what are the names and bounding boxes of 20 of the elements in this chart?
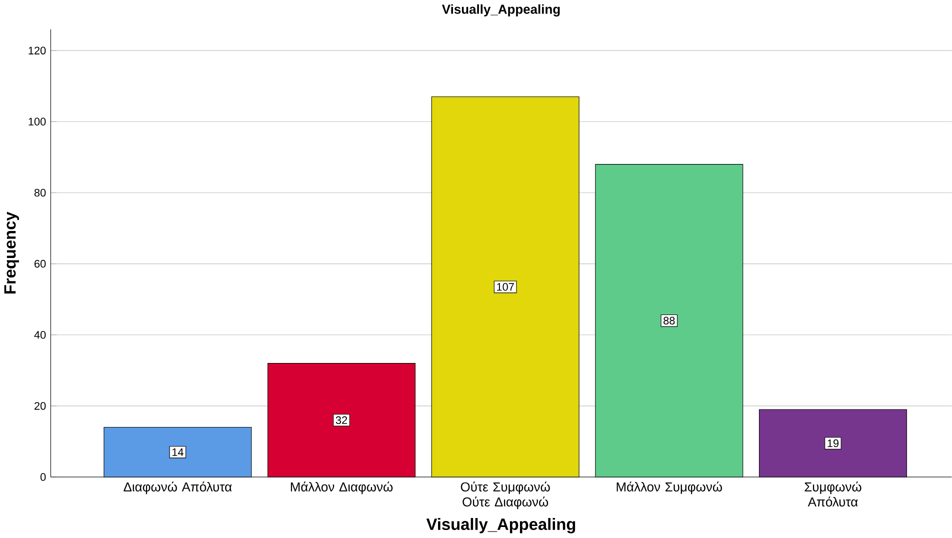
y-tick-label: 40 — [34, 331, 46, 339]
y-tick-label: 100 — [28, 118, 46, 126]
y-axis-title: Frequency — [4, 212, 20, 294]
data-label: 88 — [664, 316, 675, 325]
chart-title: Visually_Appealing — [442, 4, 560, 17]
x-tick-label: Διαφωνώ Απόλυτα — [124, 482, 232, 494]
data-label: 14 — [172, 448, 184, 456]
x-axis-title: Visually_Appealing — [426, 518, 576, 534]
data-label: 19 — [828, 440, 839, 448]
x-tick-label: Μάλλον Διαφωνώ — [290, 482, 393, 494]
data-label: 32 — [336, 416, 348, 424]
y-tick-label: 120 — [28, 46, 46, 55]
data-label: 107 — [497, 283, 514, 291]
x-tick-label: Συμφωνώ Απόλυτα — [804, 482, 862, 507]
x-tick-label: Μάλλον Συμφωνώ — [616, 482, 722, 494]
y-tick-label: 0 — [40, 473, 46, 482]
x-tick-label: Ούτε Συμφωνώ Ούτε Διαφωνώ — [460, 482, 550, 510]
y-tick-label: 60 — [34, 260, 46, 268]
y-tick-label: 80 — [34, 189, 46, 197]
y-tick-label: 20 — [34, 402, 46, 410]
